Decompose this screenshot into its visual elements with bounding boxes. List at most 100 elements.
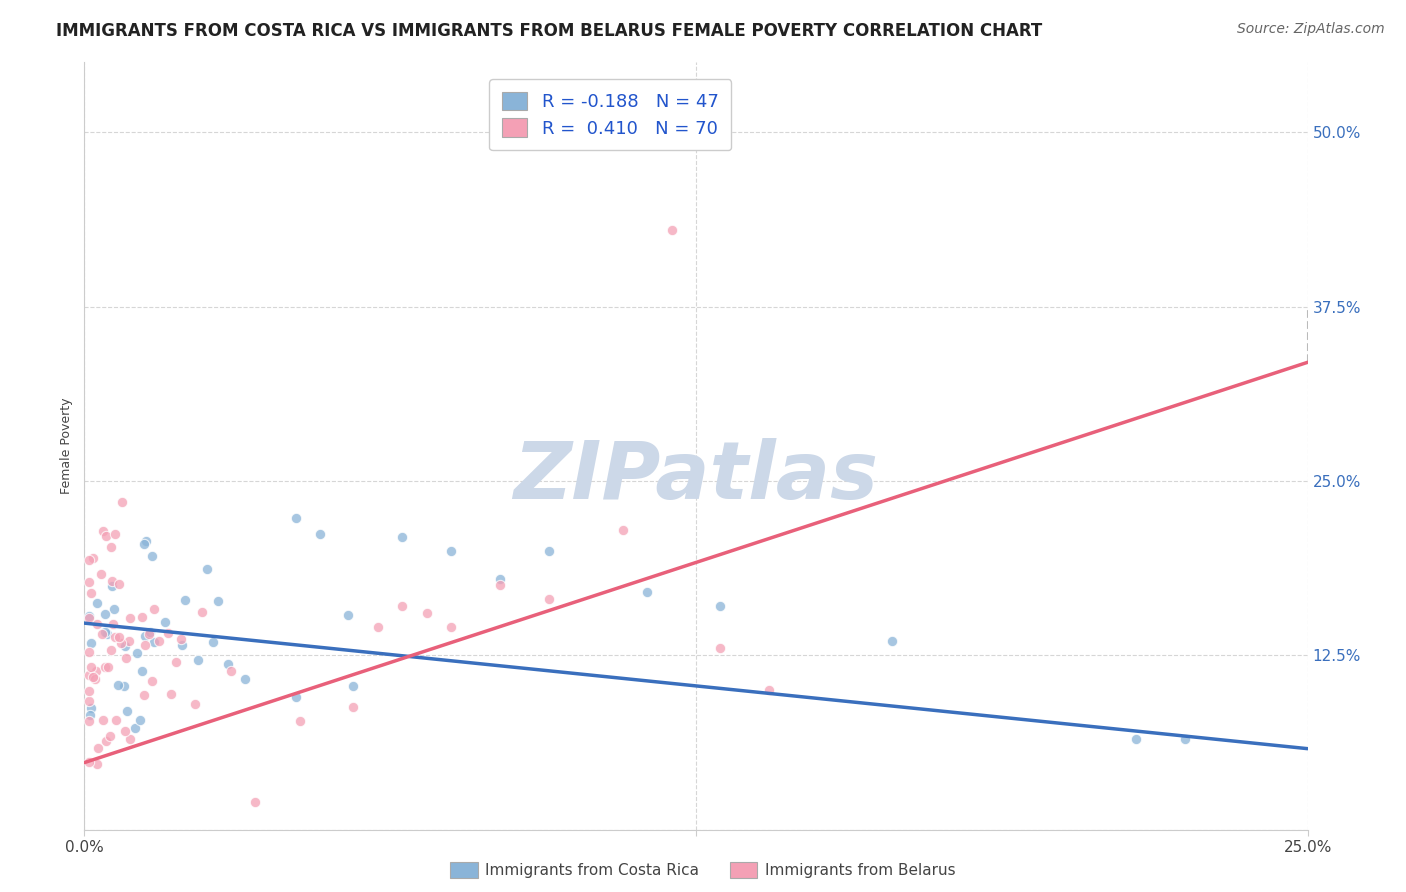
Point [77, 608, 100, 623]
Point [131, 610, 153, 624]
Point [103, 601, 125, 615]
Point [77, 611, 100, 625]
Point [285, 510, 308, 524]
Point [538, 543, 561, 558]
Point [166, 655, 188, 669]
Point [94, 607, 117, 622]
Point [440, 543, 463, 558]
Legend: R = -0.188   N = 47, R =  0.410   N = 70: R = -0.188 N = 47, R = 0.410 N = 70 [489, 79, 731, 151]
Point [91, 524, 114, 538]
Point [612, 523, 634, 537]
Point [391, 530, 413, 544]
Point [80, 701, 103, 715]
Point [207, 594, 229, 608]
Point [342, 700, 364, 714]
Point [118, 732, 141, 747]
Point [100, 540, 122, 554]
Point [80, 660, 103, 674]
Point [489, 578, 512, 592]
Point [100, 574, 122, 588]
Point [96, 627, 118, 641]
Point [1125, 731, 1147, 746]
Point [1174, 731, 1197, 746]
Point [107, 678, 129, 692]
Point [93, 625, 115, 640]
Point [82, 551, 104, 566]
Y-axis label: Female Poverty: Female Poverty [60, 398, 73, 494]
Point [191, 606, 214, 620]
Point [111, 495, 134, 509]
Point [880, 634, 903, 648]
Point [94, 660, 117, 674]
Point [709, 599, 731, 614]
Point [538, 592, 561, 607]
Point [118, 611, 141, 625]
Point [84, 673, 107, 687]
Point [132, 537, 155, 551]
Point [80, 586, 103, 600]
Point [82, 670, 104, 684]
Point [187, 653, 209, 667]
Point [195, 562, 218, 576]
Point [342, 679, 364, 693]
Point [105, 714, 128, 728]
Point [103, 616, 125, 631]
Point [77, 694, 100, 708]
Point [143, 635, 166, 649]
Point [758, 683, 780, 698]
Point [94, 734, 117, 748]
Text: ZIPatlas: ZIPatlas [513, 438, 879, 516]
Point [141, 549, 163, 563]
Point [148, 634, 170, 648]
Point [129, 714, 152, 728]
Point [367, 620, 389, 634]
Point [87, 741, 110, 756]
Point [97, 660, 120, 674]
Point [77, 683, 100, 698]
Point [309, 527, 332, 541]
Point [91, 713, 114, 727]
Point [134, 638, 156, 652]
Point [284, 690, 307, 705]
Point [157, 626, 180, 640]
Point [104, 630, 127, 644]
Point [233, 672, 256, 686]
Point [288, 714, 311, 728]
Point [135, 534, 157, 549]
Point [138, 627, 160, 641]
Point [709, 641, 731, 656]
Point [86, 596, 108, 610]
Point [108, 577, 131, 591]
Point [636, 585, 658, 599]
Text: Source: ZipAtlas.com: Source: ZipAtlas.com [1237, 22, 1385, 37]
Point [94, 529, 117, 543]
Point [391, 599, 413, 614]
Point [79, 708, 101, 723]
Point [160, 687, 183, 701]
Point [440, 620, 463, 634]
Point [217, 657, 239, 671]
Point [101, 579, 124, 593]
Point [77, 667, 100, 681]
Point [138, 624, 160, 639]
Point [170, 638, 193, 652]
Point [114, 724, 136, 739]
Point [115, 650, 138, 665]
Point [77, 574, 100, 589]
Point [86, 617, 108, 632]
Point [143, 602, 166, 616]
Point [91, 626, 114, 640]
Legend: Immigrants from Costa Rica, Immigrants from Belarus: Immigrants from Costa Rica, Immigrants f… [444, 856, 962, 884]
Point [661, 223, 683, 237]
Point [170, 632, 193, 647]
Point [134, 688, 156, 702]
Point [219, 664, 242, 678]
Point [141, 673, 163, 688]
Point [184, 698, 207, 712]
Point [114, 639, 136, 653]
Point [118, 634, 141, 648]
Point [115, 704, 138, 718]
Point [134, 629, 156, 643]
Point [98, 729, 121, 743]
Point [131, 664, 153, 678]
